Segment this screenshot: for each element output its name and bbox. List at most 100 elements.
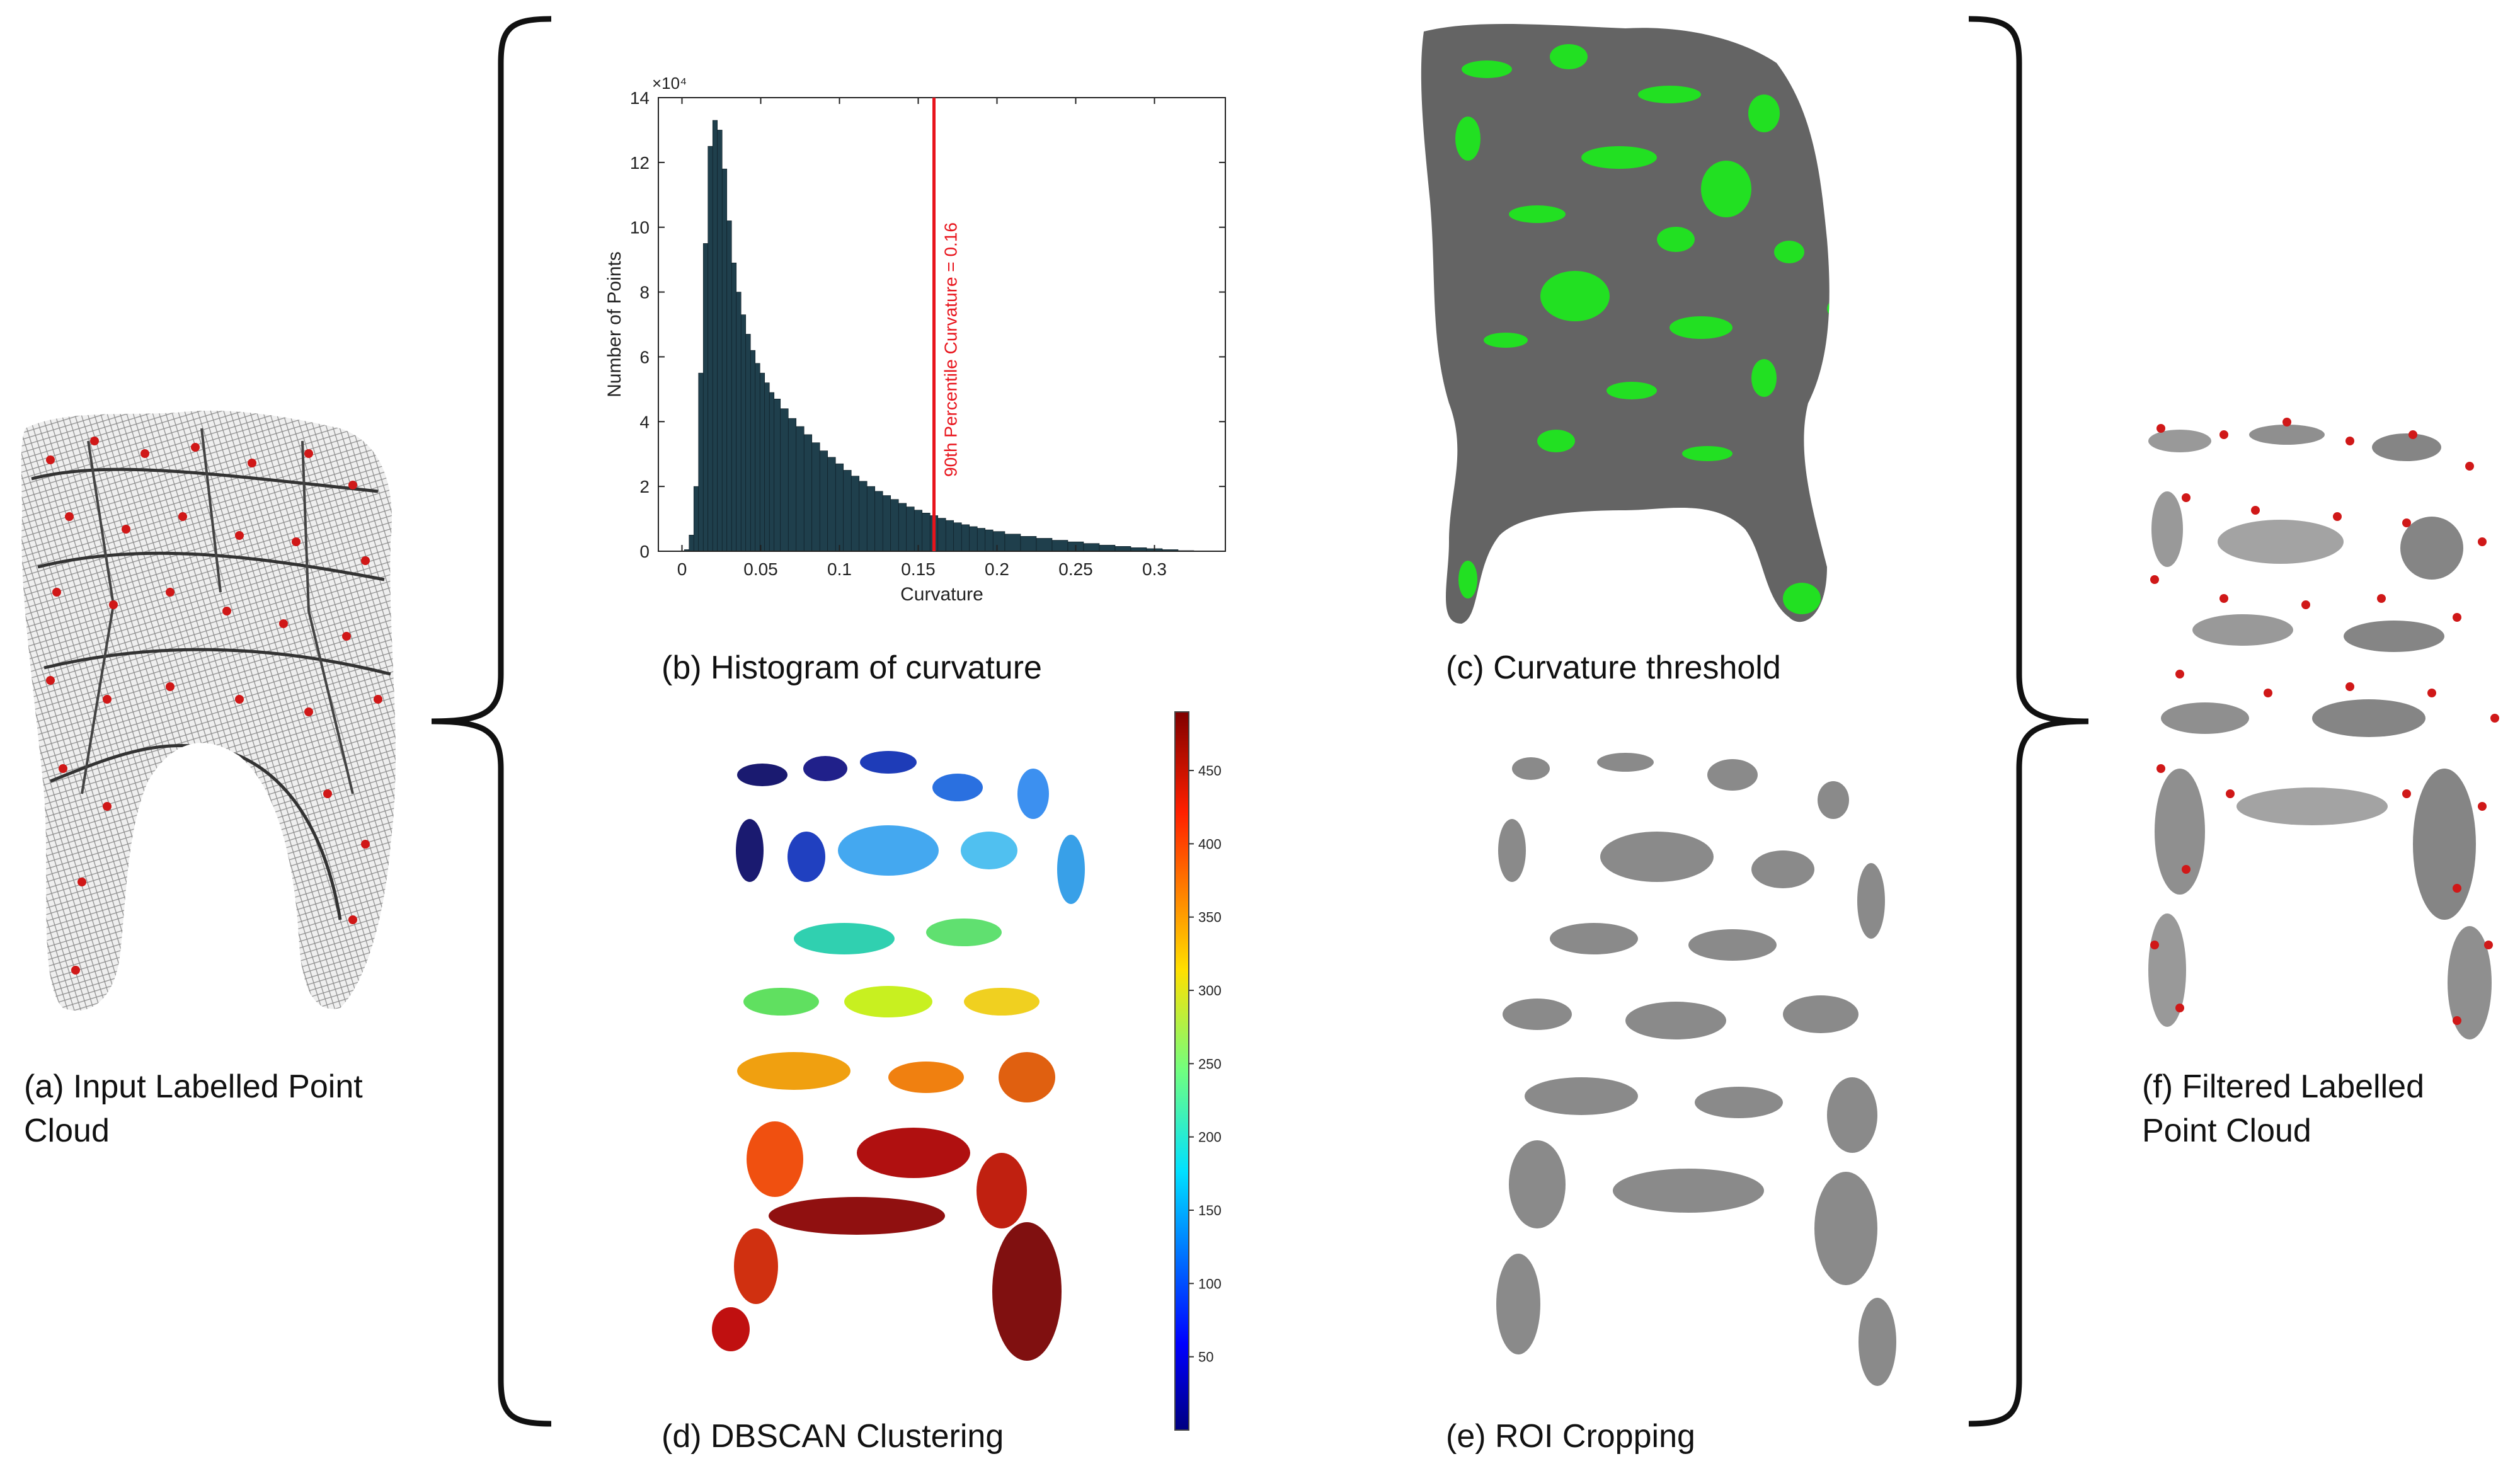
input-point-cloud-image (21, 410, 396, 1011)
filtered-point-cloud-image (2148, 418, 2499, 1039)
x-tick-label: 0.25 (1058, 559, 1093, 579)
y-tick-label: 14 (630, 88, 650, 108)
histogram-bar (707, 146, 713, 552)
histogram-bar (859, 481, 868, 552)
histogram-bar (827, 457, 836, 552)
histogram-bar (843, 470, 852, 552)
histogram-bar (745, 334, 751, 552)
colorbar-tick-label: 50 (1198, 1349, 1213, 1365)
plot-frame (658, 97, 1226, 552)
histogram-bar (850, 476, 860, 552)
histogram-bar (945, 520, 954, 552)
roi-regions (1496, 753, 1896, 1386)
histogram-bar (874, 491, 883, 552)
histogram-bar (976, 528, 986, 552)
histogram-bar (898, 503, 907, 552)
colorbar-tick-label: 100 (1198, 1276, 1222, 1291)
histogram-bar (803, 434, 813, 552)
caption-c: (c) Curvature threshold (1446, 650, 1781, 686)
histogram-bar (796, 426, 805, 552)
roi-cropping-image (1496, 753, 1896, 1386)
x-tick-label: 0.3 (1142, 559, 1167, 579)
histogram-bar (702, 243, 709, 552)
y-tick-label: 2 (639, 477, 650, 496)
colorbar-tick-label: 300 (1198, 983, 1222, 999)
histogram-bar (953, 522, 962, 552)
histogram-bar (835, 463, 844, 552)
histogram-bar (689, 534, 694, 552)
colorbar-tick-label: 450 (1198, 763, 1222, 779)
filtered-points (2148, 425, 2492, 1039)
histogram-bar (890, 499, 899, 552)
colorbar-tick-label: 200 (1198, 1130, 1222, 1145)
histogram-bar (759, 372, 765, 552)
histogram-bar (740, 314, 747, 552)
histogram-bar (1099, 544, 1116, 552)
histogram-bar (1051, 540, 1068, 552)
cluster-colorbar: 50 100 150 200 250 300 350 400 450 (1174, 711, 1222, 1431)
caption-b: (b) Histogram of curvature (662, 650, 1042, 686)
histogram-bar (937, 518, 946, 552)
y-tick-label: 10 (630, 218, 650, 238)
left-brace (431, 16, 552, 1427)
histogram-bar (1083, 543, 1100, 552)
histogram-bar (721, 168, 728, 552)
histogram-bar (712, 120, 718, 552)
histogram-bar (1036, 538, 1053, 552)
histogram-bar (961, 524, 970, 552)
histogram-bar (819, 450, 828, 552)
histogram-bar (774, 398, 781, 552)
histogram-bar (731, 262, 737, 552)
histogram-bar (755, 363, 760, 552)
histogram-bar (882, 495, 891, 552)
histogram-bar (992, 531, 1005, 552)
colorbar-tick-label: 350 (1198, 910, 1222, 925)
landmark-points-a (46, 437, 382, 975)
histogram-bar (750, 350, 756, 552)
caption-e: (e) ROI Cropping (1446, 1418, 1695, 1455)
y-tick-label: 12 (630, 153, 650, 173)
histogram-bar (906, 507, 915, 552)
caption-d: (d) DBSCAN Clustering (662, 1418, 1004, 1455)
histogram-bar (726, 220, 732, 552)
histogram-bar (985, 529, 994, 552)
colorbar-tick-label: 150 (1198, 1203, 1222, 1218)
y-tick-label: 4 (639, 412, 650, 432)
histogram-bar (698, 372, 704, 552)
high-curvature-regions (1455, 44, 1830, 614)
y-tick-label: 6 (639, 347, 650, 367)
y-tick-label: 0 (639, 542, 650, 561)
histogram-bar (788, 418, 797, 552)
histogram-bar (769, 392, 775, 552)
histogram-bar (969, 526, 978, 552)
curvature-threshold-image (1421, 24, 1830, 624)
x-tick-label: 0.1 (827, 559, 852, 579)
caption-a: (a) Input Labelled Point Cloud (24, 1068, 363, 1149)
cluster-blobs (712, 751, 1085, 1361)
histogram-bar (866, 486, 876, 552)
colorbar-tick-label: 400 (1198, 836, 1222, 852)
curvature-histogram: 0 0.05 0.1 0.15 0.2 0.25 0.3 0 2 4 6 8 10 12 14×10⁴ Cur… (604, 74, 1226, 605)
x-tick-label: 0.05 (743, 559, 778, 579)
right-brace (1968, 16, 2089, 1427)
y-axis-label: Number of Points (604, 251, 625, 398)
histogram-bar (717, 130, 723, 552)
x-tick-label: 0.15 (901, 559, 936, 579)
histogram-bar (736, 292, 742, 552)
x-axis-label: Curvature (900, 584, 983, 605)
histogram-bar (693, 486, 699, 552)
colorbar-tick-label: 250 (1198, 1056, 1222, 1072)
histogram-bar (811, 442, 820, 552)
histogram-bar (780, 408, 789, 552)
y-tick-label: 8 (639, 283, 650, 302)
x-tick-label: 0.2 (985, 559, 1009, 579)
x-tick-label: 0 (677, 559, 687, 579)
y-axis-multiplier: ×10⁴ (652, 74, 687, 93)
histogram-bar (764, 382, 770, 552)
dbscan-clustering-image (712, 751, 1085, 1361)
histogram-bar (1004, 534, 1021, 552)
caption-f: (f) Filtered Labelled Point Cloud (2142, 1068, 2424, 1149)
histogram-bar (1114, 546, 1131, 552)
histogram-bar (1020, 536, 1037, 552)
threshold-annotation: 90th Percentile Curvature = 0.16 (941, 222, 961, 477)
